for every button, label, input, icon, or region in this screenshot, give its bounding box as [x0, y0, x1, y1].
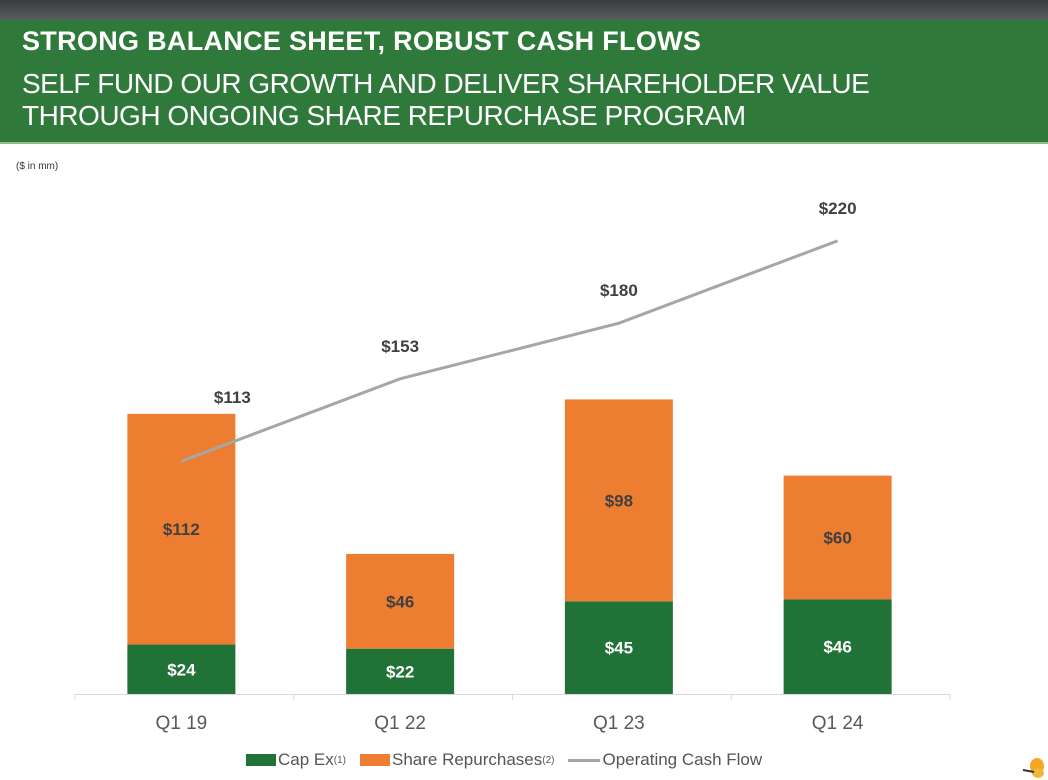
legend-footnote-repurchases: (2)	[542, 754, 555, 766]
bar-capex	[127, 644, 236, 694]
line-operating-cash-flow	[180, 239, 839, 463]
subtitle-line-2: THROUGH ONGOING SHARE REPURCHASE PROGRAM	[22, 100, 746, 131]
bar-capex	[564, 601, 673, 694]
data-label-ocf: $113	[214, 388, 251, 407]
data-label-capex: $24	[167, 660, 196, 679]
bar-repurchases	[564, 399, 673, 602]
bar-repurchases	[783, 475, 892, 600]
data-label-repurchases: $112	[163, 520, 200, 539]
subtitle-line-1: SELF FUND OUR GROWTH AND DELIVER SHAREHO…	[22, 68, 870, 99]
data-label-capex: $46	[823, 638, 851, 657]
legend-item-ocf: Operating Cash Flow	[568, 750, 762, 770]
top-bar	[0, 0, 1048, 20]
data-label-capex: $22	[386, 662, 414, 681]
data-label-repurchases: $60	[823, 528, 851, 547]
data-label-ocf: $153	[381, 337, 419, 356]
data-label-ocf: $220	[819, 199, 857, 218]
data-label-ocf: $180	[600, 281, 638, 300]
bar-capex	[346, 648, 455, 694]
legend-label-ocf: Operating Cash Flow	[602, 750, 763, 769]
slide-header: STRONG BALANCE SHEET, ROBUST CASH FLOWS …	[0, 20, 1048, 144]
data-label-capex: $45	[605, 639, 633, 658]
x-tick-label: Q1 23	[593, 713, 645, 734]
legend-footnote-capex: (1)	[333, 754, 346, 766]
legend-line-ocf	[568, 758, 601, 762]
legend: Cap Ex (1) Share Repurchases (2) Operating…	[246, 750, 776, 770]
chart: $24 $112 Q1 19 $22 $46 Q1 22 $45 $98 Q1 23 $46 $60…	[74, 199, 951, 734]
data-label-repurchases: $98	[605, 491, 633, 510]
legend-item-capex: Cap Ex (1)	[246, 750, 346, 770]
legend-swatch-repurchases	[359, 754, 390, 766]
bar-capex	[783, 599, 892, 694]
legend-swatch-capex	[246, 754, 276, 766]
slide-subtitle: SELF FUND OUR GROWTH AND DELIVER SHAREHO…	[22, 68, 870, 132]
x-tick-label: Q1 22	[374, 713, 426, 734]
x-tick-label: Q1 24	[812, 713, 864, 734]
butterfly-icon	[1022, 758, 1044, 778]
legend-item-repurchases: Share Repurchases (2)	[359, 750, 555, 770]
slide-title: STRONG BALANCE SHEET, ROBUST CASH FLOWS	[22, 26, 702, 56]
data-label-repurchases: $46	[386, 592, 414, 611]
x-tick-label: Q1 19	[155, 713, 207, 734]
units-note: ($ in mm)	[16, 161, 59, 172]
bar-repurchases	[346, 553, 455, 649]
legend-label-capex: Cap Ex	[278, 750, 334, 769]
bar-repurchases	[127, 413, 236, 645]
legend-label-repurchases: Share Repurchases	[391, 750, 543, 769]
